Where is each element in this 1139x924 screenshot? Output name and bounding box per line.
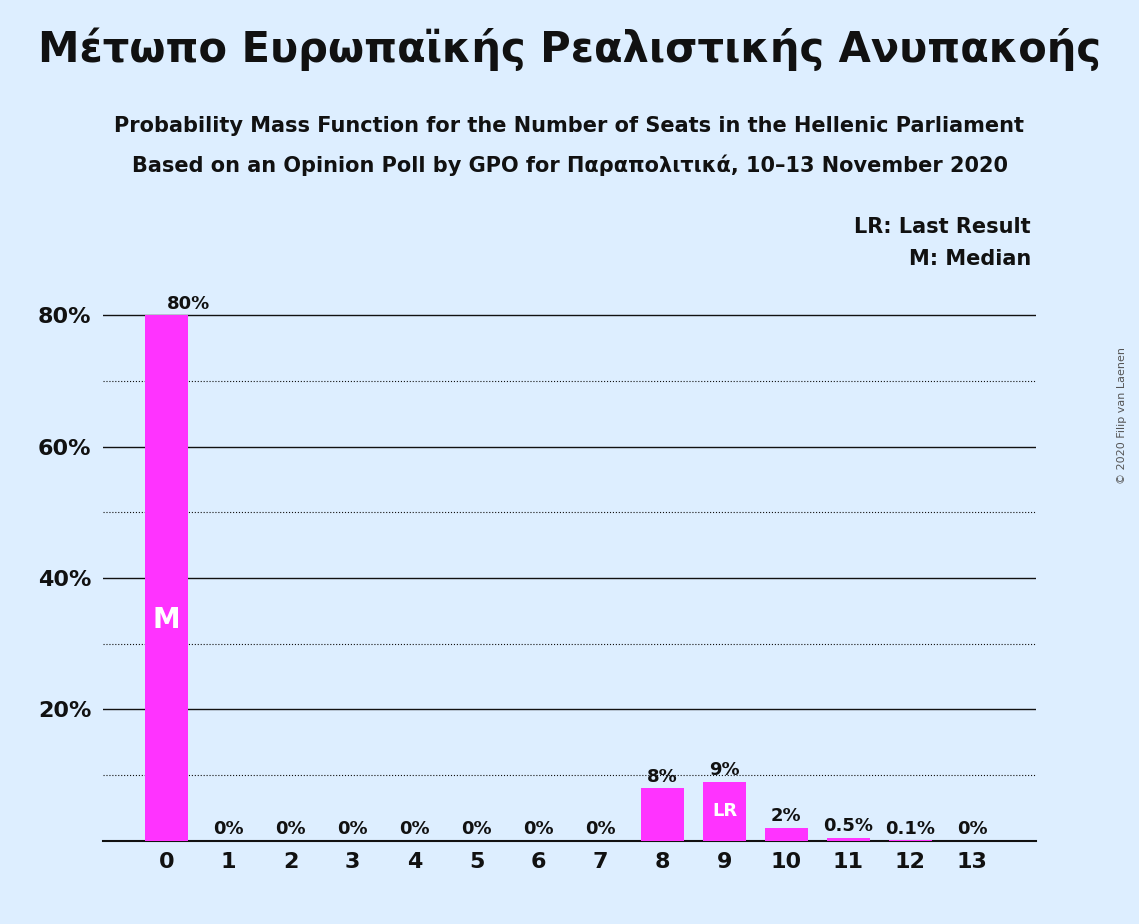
Text: 0%: 0%: [337, 820, 368, 837]
Text: Μέτωπο Ευρωπαϊκής Ρεαλιστικής Ανυπακοής: Μέτωπο Ευρωπαϊκής Ρεαλιστικής Ανυπακοής: [38, 28, 1101, 71]
Text: Based on an Opinion Poll by GPO for Παραπολιτικά, 10–13 November 2020: Based on an Opinion Poll by GPO for Παρα…: [131, 154, 1008, 176]
Text: 0.5%: 0.5%: [823, 817, 874, 835]
Bar: [827, 837, 870, 841]
Text: 8%: 8%: [647, 768, 678, 785]
Text: 0%: 0%: [213, 820, 244, 837]
Bar: [764, 828, 808, 841]
Text: 2%: 2%: [771, 807, 802, 825]
Text: M: M: [153, 606, 180, 634]
Text: 9%: 9%: [710, 761, 739, 779]
Bar: [703, 782, 746, 841]
Text: 80%: 80%: [166, 295, 210, 312]
Text: Probability Mass Function for the Number of Seats in the Hellenic Parliament: Probability Mass Function for the Number…: [115, 116, 1024, 136]
Text: 0%: 0%: [400, 820, 429, 837]
Text: LR: Last Result: LR: Last Result: [854, 217, 1031, 237]
Text: M: Median: M: Median: [909, 249, 1031, 270]
Bar: [641, 788, 685, 841]
Text: LR: LR: [712, 802, 737, 821]
Text: © 2020 Filip van Laenen: © 2020 Filip van Laenen: [1117, 347, 1126, 484]
Text: 0%: 0%: [957, 820, 988, 837]
Text: 0%: 0%: [523, 820, 554, 837]
Text: 0%: 0%: [585, 820, 616, 837]
Text: 0%: 0%: [276, 820, 306, 837]
Bar: [145, 315, 188, 841]
Text: 0.1%: 0.1%: [885, 820, 935, 837]
Text: 0%: 0%: [461, 820, 492, 837]
